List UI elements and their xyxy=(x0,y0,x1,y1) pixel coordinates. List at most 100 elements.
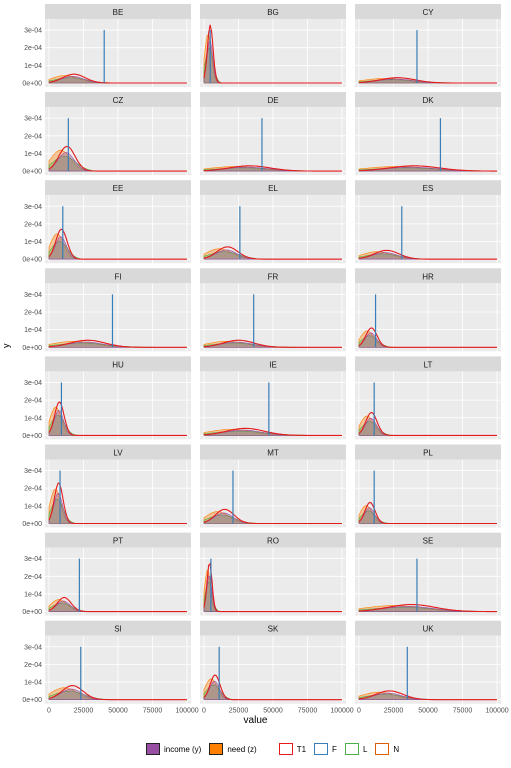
y-tick-label: 0e+00 xyxy=(22,345,42,352)
density-t1-hu xyxy=(48,401,187,436)
y-tick-label: 1e-04 xyxy=(24,415,42,422)
y-tick-label: 0e+00 xyxy=(22,433,42,440)
density-t1-uk xyxy=(358,690,497,701)
facet-label-fi: FI xyxy=(114,272,121,281)
facet-label-de: DE xyxy=(267,96,278,105)
y-tick-label: 3e-04 xyxy=(24,204,42,211)
y-tick-label: 3e-04 xyxy=(24,468,42,475)
density-t1-cz xyxy=(48,145,187,172)
facet-label-pt: PT xyxy=(113,537,123,546)
density-t1-fr xyxy=(203,339,342,348)
y-axis-label: y xyxy=(1,343,11,349)
facet-strip-se xyxy=(355,532,501,548)
y-tick-label: 3e-04 xyxy=(24,28,42,35)
density-t1-de xyxy=(203,165,342,172)
x-tick-label: 75000 xyxy=(143,708,163,715)
y-tick-label: 0e+00 xyxy=(22,257,42,264)
facet-strip-de xyxy=(200,92,346,108)
density-t1-fi xyxy=(48,339,187,348)
x-tick-label: 0 xyxy=(202,708,206,715)
facet-strip-pl xyxy=(355,444,501,460)
facet-strip-sk xyxy=(200,620,346,636)
y-tick-label: 2e-04 xyxy=(24,310,42,317)
facet-strip-lt xyxy=(355,356,501,372)
facet-label-hu: HU xyxy=(112,360,124,369)
y-tick-label: 2e-04 xyxy=(24,398,42,405)
legend-swatch-n xyxy=(375,743,390,755)
density-t1-pl xyxy=(358,501,497,525)
x-tick-label: 75000 xyxy=(298,708,318,715)
facet-label-sk: SK xyxy=(268,625,279,634)
facet-strip-dk xyxy=(355,92,501,108)
facet-strip-si xyxy=(45,620,191,636)
legend-label-f: F xyxy=(332,744,337,754)
x-tick-label: 0 xyxy=(47,708,51,715)
y-tick-label: 2e-04 xyxy=(24,486,42,493)
density-t1-el xyxy=(203,246,342,260)
x-tick-label: 25000 xyxy=(384,708,404,715)
y-tick-label: 1e-04 xyxy=(24,239,42,246)
facet-label-hr: HR xyxy=(422,272,434,281)
facet-label-es: ES xyxy=(423,184,434,193)
density-t1-ro xyxy=(203,562,342,613)
density-t1-ie xyxy=(203,427,342,436)
legend-label-n: N xyxy=(393,744,400,754)
y-tick-label: 1e-04 xyxy=(24,503,42,510)
y-tick-label: 0e+00 xyxy=(22,609,42,616)
facet-label-cy: CY xyxy=(422,8,434,17)
facet-strip-fr xyxy=(200,268,346,284)
facet-label-ro: RO xyxy=(267,537,279,546)
legend-swatch-l xyxy=(344,743,359,755)
density-t1-lt xyxy=(358,411,497,436)
y-tick-label: 2e-04 xyxy=(24,574,42,581)
y-tick-label: 1e-04 xyxy=(24,680,42,687)
facet-label-be: BE xyxy=(113,8,124,17)
facet-label-fr: FR xyxy=(268,272,279,281)
x-tick-label: 50000 xyxy=(418,708,438,715)
legend-item-f: F xyxy=(314,743,337,755)
y-tick-label: 2e-04 xyxy=(24,133,42,140)
density-t1-cy xyxy=(358,77,497,84)
facet-strip-hr xyxy=(355,268,501,284)
y-tick-label: 3e-04 xyxy=(24,380,42,387)
x-tick-label: 75000 xyxy=(453,708,473,715)
facet-label-uk: UK xyxy=(422,625,434,634)
facet-strip-be xyxy=(45,4,191,19)
facet-label-lv: LV xyxy=(113,449,123,458)
y-tick-label: 0e+00 xyxy=(22,521,42,528)
y-tick-label: 2e-04 xyxy=(24,662,42,669)
x-tick-label: 50000 xyxy=(263,708,283,715)
legend: income (y) need (z) T1 F L N xyxy=(146,741,407,757)
x-tick-label: 50000 xyxy=(108,708,128,715)
legend-label-t1: T1 xyxy=(296,744,307,754)
facet-strip-pt xyxy=(45,532,191,548)
facet-strip-ie xyxy=(200,356,346,372)
legend-label-need: need (z) xyxy=(227,744,257,754)
density-t1-sk xyxy=(203,674,342,701)
x-tick-label: 25000 xyxy=(229,708,249,715)
legend-swatch-f xyxy=(314,743,329,755)
density-t1-si xyxy=(48,685,187,701)
facet-label-cz: CZ xyxy=(113,96,124,105)
facet-label-lt: LT xyxy=(424,360,433,369)
facet-strip-cz xyxy=(45,92,191,108)
facet-strip-fi xyxy=(45,268,191,284)
facet-strip-el xyxy=(200,180,346,196)
y-tick-label: 2e-04 xyxy=(24,221,42,228)
facet-label-pl: PL xyxy=(423,449,433,458)
legend-item-need: need (z) xyxy=(209,743,257,755)
x-tick-label: 100000 xyxy=(330,708,353,715)
density-t1-bg xyxy=(203,24,342,84)
facet-strip-bg xyxy=(200,4,346,19)
legend-item-n: N xyxy=(375,743,399,755)
density-t1-es xyxy=(358,249,497,260)
y-tick-label: 1e-04 xyxy=(24,151,42,158)
y-tick-label: 3e-04 xyxy=(24,644,42,651)
y-tick-label: 3e-04 xyxy=(24,556,42,563)
density-t1-hr xyxy=(358,327,497,348)
facet-label-dk: DK xyxy=(422,96,434,105)
y-tick-label: 0e+00 xyxy=(22,697,42,704)
facet-strip-mt xyxy=(200,444,346,460)
legend-swatch-income xyxy=(146,743,160,755)
